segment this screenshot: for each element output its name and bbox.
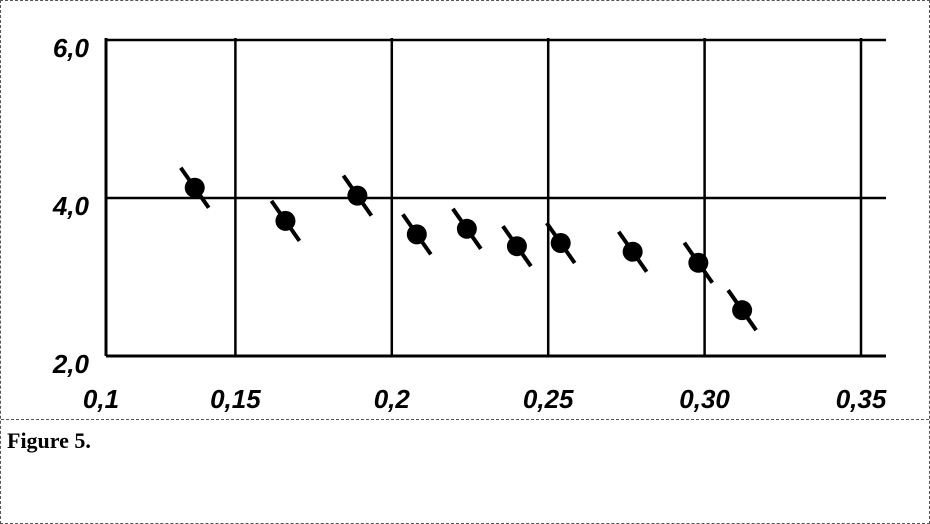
x-tick-label: 0,30 [679,384,730,414]
y-tick-label: 2,0 [52,349,90,379]
point-dot [506,236,527,257]
point-dot [688,252,709,273]
caption: Figure 5. [7,427,921,455]
caption-label: Figure 5. [7,428,91,453]
point [501,225,533,268]
point-dot [406,224,427,245]
point-dot [732,300,753,321]
point [401,213,433,256]
point [617,230,649,273]
x-tick-label: 0,35 [836,384,887,414]
caption-divider [1,419,929,420]
chart: 2,0 4,0 6,0 0,1 0,15 0,2 0,25 0,30 0,35 [52,33,887,414]
point [451,207,483,250]
point-dot [275,210,296,231]
point-dot [622,241,643,262]
x-tick-label: 0,1 [83,384,119,414]
point [341,174,374,217]
y-tick-label: 4,0 [52,191,90,221]
point-dot [184,177,205,198]
point [179,166,211,209]
point [269,199,302,243]
x-tick-label: 0,25 [523,384,574,414]
point [726,289,758,332]
x-tick-label: 0,2 [374,384,411,414]
point-dot [550,233,571,254]
x-tick-label: 0,15 [210,384,261,414]
point-dot [456,218,477,239]
point [545,221,577,265]
point [682,241,714,284]
y-tick-label: 6,0 [53,33,90,63]
point-dot [347,185,368,206]
